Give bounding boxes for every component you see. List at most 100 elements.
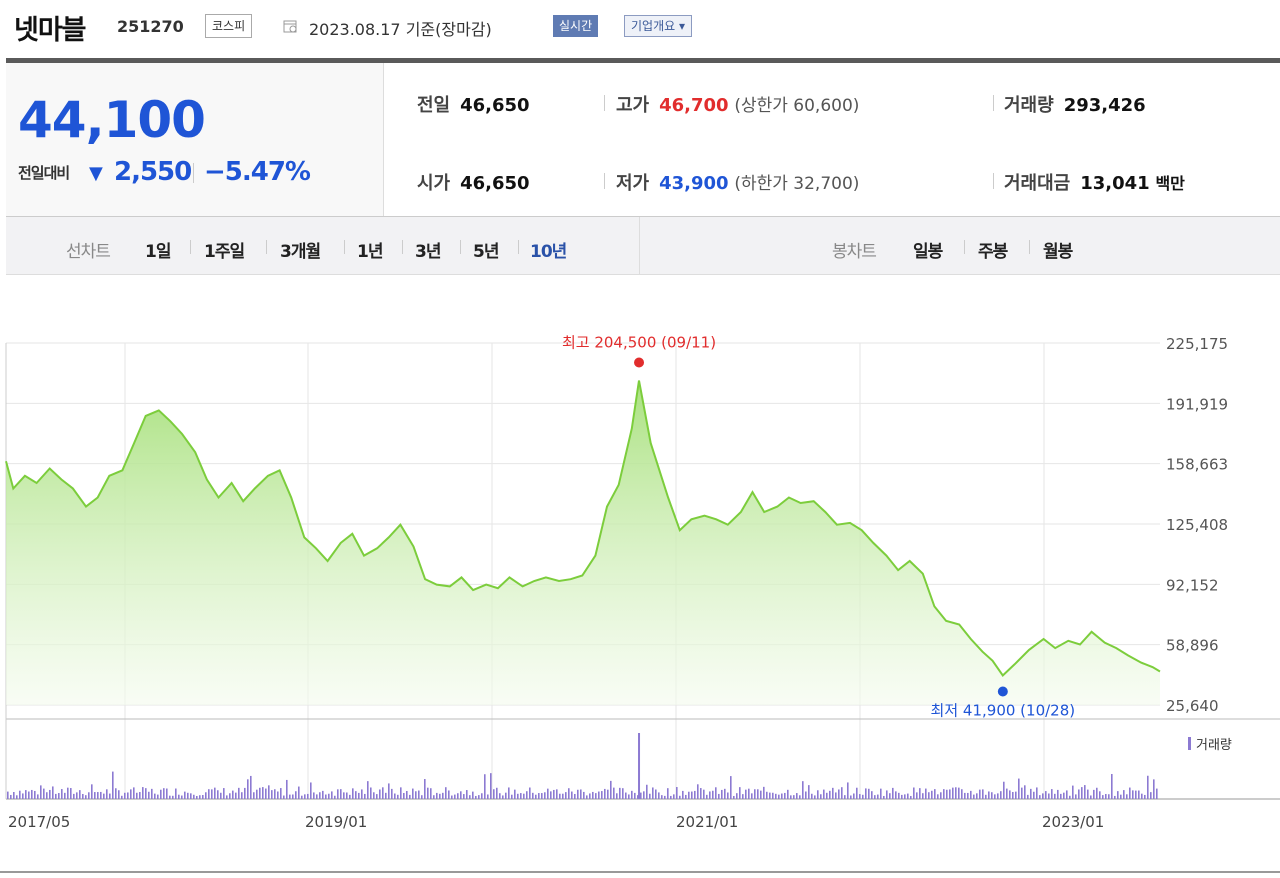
volume-bar <box>82 793 84 799</box>
volume-bar <box>1102 795 1104 799</box>
volume-bar <box>319 792 321 799</box>
open-value: 46,650 <box>460 173 530 194</box>
volume-bar <box>1000 791 1002 799</box>
volume-bar <box>226 795 228 799</box>
price-area <box>6 380 1160 705</box>
company-overview-dropdown[interactable]: 기업개요 ▾ <box>624 15 692 37</box>
volume-bar <box>49 789 51 799</box>
volume-stat: 거래량 293,426 <box>1004 91 1146 117</box>
volume-bar <box>463 794 465 799</box>
volume-bar <box>163 788 165 799</box>
volume-bar <box>76 792 78 799</box>
volume-bar <box>343 792 345 799</box>
range-option-1d[interactable]: 1일 <box>145 242 171 262</box>
volume-bar <box>235 792 237 799</box>
volume-bar <box>1120 794 1122 799</box>
candle-option-daily[interactable]: 일봉 <box>913 242 943 262</box>
volume-bar <box>490 773 492 799</box>
volume-bar <box>676 787 678 799</box>
volume-bar <box>1132 790 1134 799</box>
volume-bar <box>1144 794 1146 799</box>
volume-bar <box>34 790 36 799</box>
volume-bar <box>25 790 27 799</box>
volume-bar <box>307 793 309 799</box>
volume-bar <box>556 789 558 799</box>
volume-bar <box>412 788 414 799</box>
volume-bar <box>37 794 39 799</box>
volume-bar <box>1054 793 1056 799</box>
volume-bar <box>253 792 255 799</box>
volume-bar <box>634 792 636 799</box>
volume-bar <box>397 794 399 799</box>
volume-bar <box>292 794 294 799</box>
volume-bar <box>418 790 420 799</box>
volume-bar <box>844 795 846 799</box>
y-tick-label: 125,408 <box>1166 516 1228 534</box>
volume-bar <box>421 795 423 799</box>
volume-bar <box>553 789 555 799</box>
volume-bar <box>280 788 282 799</box>
volume-bar <box>922 793 924 799</box>
volume-bar <box>118 790 120 799</box>
volume-bar <box>1135 790 1137 799</box>
volume-bar <box>475 795 477 799</box>
x-tick-label: 2023/01 <box>1042 813 1104 831</box>
volume-bar <box>802 781 804 799</box>
volume-bar <box>502 795 504 799</box>
volume-bar <box>928 792 930 799</box>
range-option-3m[interactable]: 3개월 <box>280 242 321 262</box>
volume-bar <box>358 792 360 799</box>
y-tick-label: 191,919 <box>1166 395 1228 413</box>
volume-bar <box>10 794 12 799</box>
volume-bar <box>862 794 864 799</box>
prev-close-value: 46,650 <box>460 95 530 116</box>
candle-option-monthly[interactable]: 월봉 <box>1043 242 1073 262</box>
volume-bar <box>775 793 777 799</box>
range-option-3y[interactable]: 3년 <box>415 242 441 262</box>
price-chart[interactable]: 225,175 191,919 158,663 125,408 92,152 58,896… <box>0 274 1280 874</box>
realtime-button[interactable]: 실시간 <box>553 15 599 37</box>
volume-bar <box>259 787 261 799</box>
volume-bar <box>154 793 156 799</box>
volume-bar <box>547 788 549 799</box>
range-option-5y[interactable]: 5년 <box>473 242 499 262</box>
range-option-1w[interactable]: 1주일 <box>204 242 245 262</box>
volume-bar <box>739 787 741 799</box>
price-chart-svg[interactable]: 225,175 191,919 158,663 125,408 92,152 58,896… <box>0 274 1280 874</box>
candle-option-weekly[interactable]: 주봉 <box>978 242 1008 262</box>
volume-bar <box>19 790 21 799</box>
amount-label: 거래대금 <box>1004 173 1071 194</box>
volume-bar <box>499 793 501 799</box>
volume-bar <box>868 788 870 799</box>
volume-bar <box>376 794 378 799</box>
volume-bar <box>988 791 990 799</box>
volume-bar <box>169 795 171 799</box>
range-separator <box>266 240 267 254</box>
volume-bar <box>523 793 525 799</box>
volume-bar <box>517 793 519 799</box>
volume-bar <box>199 795 201 799</box>
low-label: 저가 <box>616 173 650 194</box>
volume-bar <box>394 793 396 799</box>
volume-bar <box>430 788 432 799</box>
volume-bar <box>454 794 456 799</box>
volume-bar <box>919 788 921 799</box>
volume-bar <box>886 790 888 799</box>
volume-bar <box>478 795 480 799</box>
volume-bar <box>1114 795 1116 799</box>
volume-bar <box>940 792 942 799</box>
volume-bar <box>808 785 810 799</box>
volume-bar <box>910 795 912 799</box>
stat-separator <box>604 173 605 189</box>
volume-bar <box>718 793 720 799</box>
volume-bar <box>382 787 384 799</box>
current-price: 44,100 <box>18 91 206 149</box>
volume-bar <box>160 789 162 799</box>
volume-bar <box>979 789 981 799</box>
volume-bar <box>508 787 510 799</box>
volume-bar <box>967 792 969 799</box>
range-option-1y[interactable]: 1년 <box>357 242 383 262</box>
range-option-10y[interactable]: 10년 <box>530 242 567 262</box>
price-summary: 44,100 전일대비 ▼ 2,550 −5.47% 전일 46,650 고가 46… <box>6 63 1280 217</box>
low-value: 43,900 <box>659 173 729 194</box>
